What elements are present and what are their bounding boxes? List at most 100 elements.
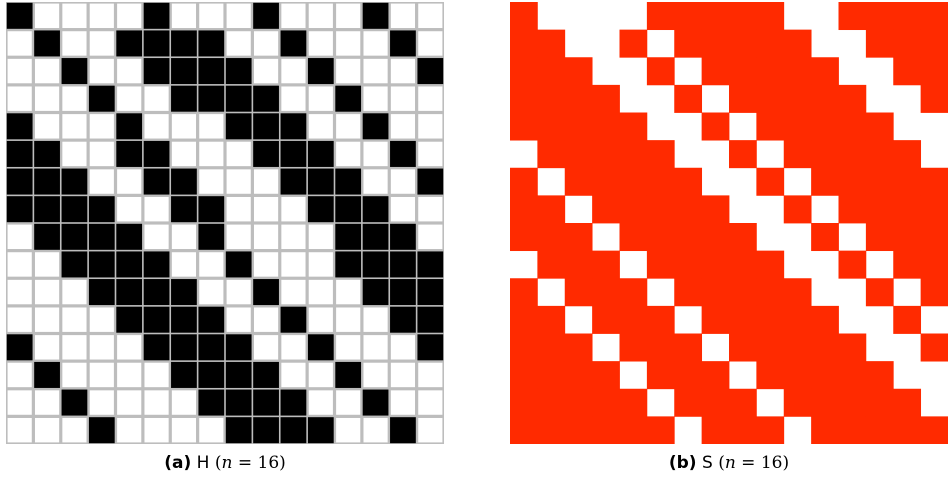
matrix-cell-r13-c13	[363, 362, 388, 388]
matrix-cell-r12-c1	[537, 333, 566, 362]
matrix-cell-r1-c8	[226, 31, 251, 56]
matrix-cell-r6-c1	[34, 168, 60, 195]
matrix-cell-r0-c6	[674, 2, 703, 31]
matrix-cell-r8-c1	[34, 223, 60, 250]
matrix-cell-r10-c3	[592, 278, 620, 307]
caption-s-eq: =	[735, 453, 761, 473]
matrix-cell-r6-c13	[865, 167, 894, 196]
matrix-cell-r6-c11	[307, 168, 334, 195]
matrix-cell-r15-c9	[756, 416, 785, 444]
matrix-cell-r6-c10	[280, 168, 307, 195]
matrix-cell-r14-c7	[701, 388, 730, 417]
matrix-cell-r12-c4	[619, 333, 648, 362]
matrix-cell-r5-c0	[6, 140, 33, 167]
matrix-cell-r9-c7	[199, 252, 224, 277]
matrix-cell-r12-c8	[225, 334, 252, 361]
matrix-cell-r7-c1	[34, 196, 60, 223]
matrix-cell-r0-c12	[336, 3, 361, 29]
matrix-cell-r13-c14	[390, 362, 416, 388]
matrix-cell-r11-c1	[34, 307, 60, 332]
matrix-cell-r12-c5	[646, 333, 675, 362]
matrix-cell-r5-c12	[336, 141, 361, 167]
matrix-cell-r11-c3	[592, 305, 620, 334]
matrix-cell-r1-c0	[7, 31, 32, 56]
matrix-cell-r8-c6	[171, 224, 197, 250]
matrix-cell-r4-c11	[811, 112, 839, 141]
matrix-cell-r7-c15	[418, 196, 443, 222]
matrix-cell-r15-c13	[363, 417, 388, 443]
matrix-cell-r4-c13	[362, 113, 389, 140]
matrix-cell-r1-c1	[34, 30, 60, 57]
matrix-cell-r12-c4	[117, 335, 142, 360]
matrix-cell-r6-c0	[6, 168, 33, 195]
matrix-cell-r9-c2	[61, 251, 88, 278]
matrix-cell-r6-c15	[417, 168, 444, 195]
matrix-cell-r12-c3	[89, 335, 114, 360]
matrix-cell-r10-c13	[362, 279, 389, 306]
matrix-cell-r8-c7	[701, 223, 730, 252]
matrix-cell-r1-c9	[253, 31, 279, 56]
matrix-cell-r9-c3	[592, 250, 620, 279]
matrix-cell-r6-c5	[646, 167, 675, 196]
matrix-cell-r5-c2	[564, 140, 593, 169]
matrix-cell-r10-c0	[510, 278, 538, 307]
matrix-cell-r0-c4	[117, 3, 142, 29]
matrix-cell-r6-c6	[674, 167, 703, 196]
matrix-cell-r7-c13	[362, 196, 389, 223]
matrix-cell-r9-c9	[756, 250, 785, 279]
matrix-cell-r14-c10	[280, 389, 307, 416]
matrix-cell-r0-c5	[646, 2, 675, 31]
matrix-cell-r4-c1	[537, 112, 566, 141]
matrix-cell-r15-c9	[253, 417, 279, 444]
matrix-cell-r14-c11	[811, 388, 839, 417]
matrix-cell-r9-c6	[171, 252, 197, 277]
matrix-cell-r14-c8	[729, 388, 757, 417]
matrix-cell-r13-c1	[537, 361, 566, 390]
matrix-cell-r8-c0	[7, 224, 32, 250]
matrix-cell-r13-c10	[783, 361, 812, 390]
matrix-cell-r5-c6	[171, 141, 197, 167]
matrix-cell-r10-c15	[920, 278, 948, 307]
matrix-cell-r0-c6	[171, 3, 197, 29]
matrix-cell-r6-c2	[61, 168, 88, 195]
matrix-cell-r5-c5	[646, 140, 675, 169]
matrix-cell-r15-c14	[893, 416, 922, 444]
matrix-cell-r13-c0	[510, 361, 538, 390]
matrix-cell-r3-c1	[34, 86, 60, 111]
matrix-cell-r12-c1	[34, 335, 60, 360]
matrix-cell-r8-c6	[674, 223, 703, 252]
matrix-cell-r12-c2	[62, 335, 87, 360]
matrix-cell-r2-c2	[61, 58, 88, 85]
matrix-cell-r1-c8	[729, 29, 757, 58]
matrix-cell-r6-c15	[920, 167, 948, 196]
matrix-cell-r7-c5	[144, 196, 169, 222]
matrix-cell-r14-c4	[117, 390, 142, 415]
matrix-cell-r6-c6	[171, 168, 197, 195]
matrix-cell-r8-c0	[510, 223, 538, 252]
matrix-cell-r9-c5	[646, 250, 675, 279]
matrix-cell-r11-c5	[646, 305, 675, 334]
matrix-cell-r14-c9	[253, 389, 279, 416]
matrix-cell-r9-c1	[537, 250, 566, 279]
matrix-cell-r12-c7	[198, 334, 225, 361]
matrix-cell-r15-c2	[564, 416, 593, 444]
matrix-cell-r8-c11	[308, 224, 333, 250]
matrix-cell-r10-c4	[116, 279, 143, 306]
matrix-cell-r1-c15	[418, 31, 443, 56]
matrix-cell-r1-c10	[783, 29, 812, 58]
matrix-cell-r10-c1	[34, 279, 60, 305]
matrix-cell-r12-c10	[281, 335, 306, 360]
matrix-cell-r2-c14	[893, 57, 922, 86]
matrix-cell-r5-c10	[783, 140, 812, 169]
matrix-cell-r2-c8	[729, 57, 757, 86]
matrix-cell-r12-c0	[6, 334, 33, 361]
matrix-cell-r12-c5	[143, 334, 170, 361]
matrix-cell-r10-c14	[390, 279, 416, 306]
matrix-cell-r11-c4	[116, 306, 143, 333]
matrix-cell-r3-c15	[418, 86, 443, 111]
matrix-cell-r0-c2	[62, 3, 87, 29]
matrix-cell-r14-c13	[362, 389, 389, 416]
matrix-cell-r5-c14	[893, 140, 922, 169]
matrix-cell-r3-c6	[674, 84, 703, 113]
matrix-cell-r3-c8	[729, 84, 757, 113]
